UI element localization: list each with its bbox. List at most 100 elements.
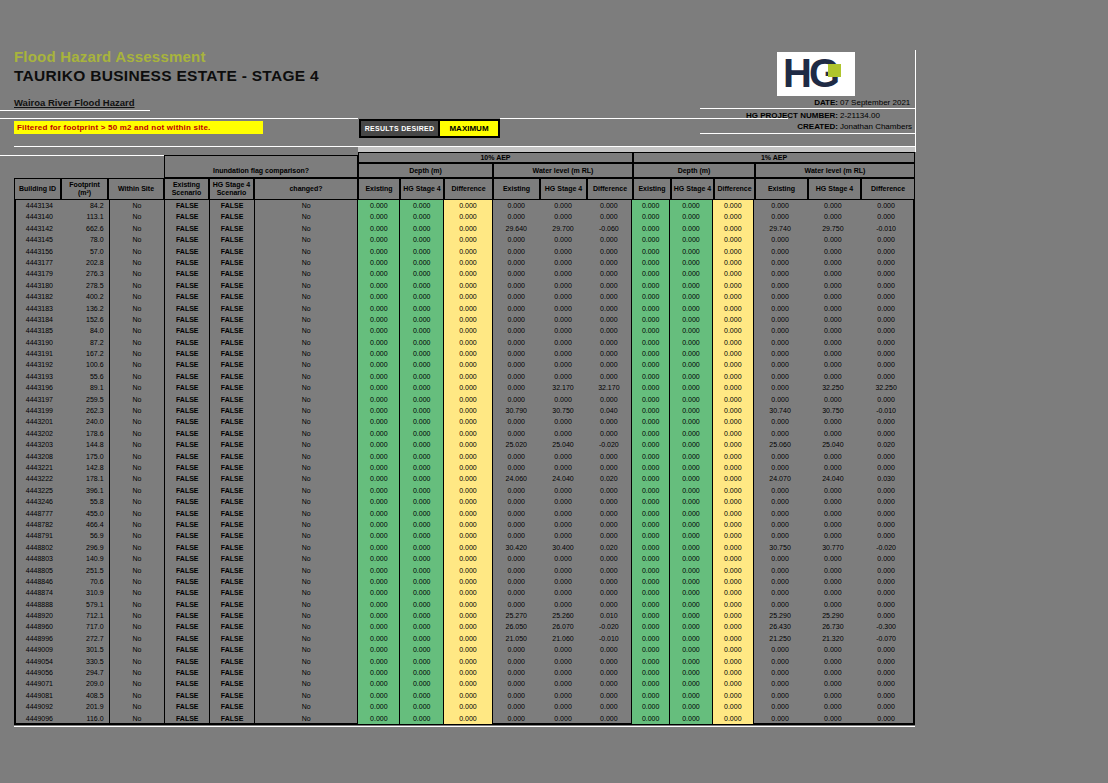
cell[interactable]: 0.000	[806, 553, 859, 564]
cell[interactable]: 0.000	[540, 599, 587, 610]
cell[interactable]: 0.000	[670, 280, 713, 291]
cell[interactable]: 4449081	[16, 690, 63, 701]
cell[interactable]: 4443208	[16, 451, 63, 462]
cell[interactable]: 0.000	[754, 382, 807, 393]
cell[interactable]: 0.000	[493, 211, 540, 222]
cell[interactable]: FALSE	[165, 382, 210, 393]
cell[interactable]: 0.000	[444, 473, 493, 484]
cell[interactable]: 0.000	[806, 416, 859, 427]
cell[interactable]: 0.000	[400, 519, 444, 530]
cell[interactable]: No	[255, 246, 359, 257]
cell[interactable]: 0.000	[493, 325, 540, 336]
cell[interactable]: 0.000	[670, 576, 713, 587]
cell[interactable]: 0.000	[806, 280, 859, 291]
cell[interactable]: FALSE	[165, 553, 210, 564]
cell[interactable]: 0.000	[713, 211, 754, 222]
cell[interactable]: 0.000	[632, 280, 670, 291]
cell[interactable]: 0.000	[670, 553, 713, 564]
cell[interactable]: FALSE	[210, 211, 255, 222]
cell[interactable]: No	[110, 599, 166, 610]
cell[interactable]: 0.000	[444, 211, 493, 222]
cell[interactable]: 30.790	[493, 405, 540, 416]
cell[interactable]: 0.000	[358, 291, 400, 302]
cell[interactable]: 4443142	[16, 223, 63, 234]
cell[interactable]: 0.010	[586, 610, 632, 621]
cell[interactable]: FALSE	[165, 211, 210, 222]
cell[interactable]: 0.000	[632, 473, 670, 484]
cell[interactable]: 0.000	[493, 644, 540, 655]
cell[interactable]: 0.000	[670, 325, 713, 336]
cell[interactable]: 0.000	[400, 371, 444, 382]
cell[interactable]: 0.000	[358, 303, 400, 314]
cell[interactable]: No	[255, 337, 359, 348]
cell[interactable]: 4443192	[16, 359, 63, 370]
cell[interactable]: No	[255, 280, 359, 291]
cell[interactable]: 0.000	[444, 314, 493, 325]
cell[interactable]: 0.000	[670, 690, 713, 701]
cell[interactable]: 0.000	[632, 223, 670, 234]
cell[interactable]: 4443179	[16, 268, 63, 279]
cell[interactable]: 0.000	[859, 565, 913, 576]
cell[interactable]: 152.6	[63, 314, 110, 325]
cell[interactable]: 0.000	[806, 587, 859, 598]
cell[interactable]: 0.000	[444, 348, 493, 359]
cell[interactable]: 0.000	[358, 325, 400, 336]
cell[interactable]: 0.000	[358, 223, 400, 234]
cell[interactable]: 0.000	[540, 348, 587, 359]
cell[interactable]: 0.000	[806, 211, 859, 222]
cell[interactable]: 0.000	[670, 667, 713, 678]
cell[interactable]: 0.000	[713, 542, 754, 553]
cell[interactable]: No	[255, 656, 359, 667]
cell[interactable]: 0.000	[632, 439, 670, 450]
cell[interactable]: FALSE	[210, 713, 255, 724]
cell[interactable]: 0.000	[670, 211, 713, 222]
cell[interactable]: 0.000	[358, 633, 400, 644]
cell[interactable]: 0.000	[586, 519, 632, 530]
cell[interactable]: FALSE	[165, 530, 210, 541]
cell[interactable]: 0.000	[444, 394, 493, 405]
cell[interactable]: 0.000	[670, 451, 713, 462]
cell[interactable]: FALSE	[210, 416, 255, 427]
cell[interactable]: 0.000	[358, 656, 400, 667]
cell[interactable]: 4448874	[16, 587, 63, 598]
cell[interactable]: 0.000	[670, 291, 713, 302]
cell[interactable]: 0.000	[859, 587, 913, 598]
cell[interactable]: 0.000	[358, 610, 400, 621]
cell[interactable]: No	[255, 428, 359, 439]
cell[interactable]: 178.6	[63, 428, 110, 439]
cell[interactable]: FALSE	[210, 610, 255, 621]
cell[interactable]: 21.250	[754, 633, 807, 644]
cell[interactable]: 202.8	[63, 257, 110, 268]
cell[interactable]: 294.7	[63, 667, 110, 678]
cell[interactable]: FALSE	[210, 485, 255, 496]
cell[interactable]: 0.000	[632, 621, 670, 632]
cell[interactable]: 0.000	[859, 337, 913, 348]
cell[interactable]: 0.000	[806, 701, 859, 712]
cell[interactable]: 0.000	[444, 678, 493, 689]
cell[interactable]: 0.000	[400, 713, 444, 724]
cell[interactable]: 0.000	[713, 678, 754, 689]
cell[interactable]: 0.000	[859, 667, 913, 678]
cell[interactable]: 4443246	[16, 496, 63, 507]
cell[interactable]: 0.000	[400, 348, 444, 359]
cell[interactable]: FALSE	[210, 473, 255, 484]
cell[interactable]: 0.000	[754, 291, 807, 302]
cell[interactable]: 0.000	[754, 530, 807, 541]
cell[interactable]: 178.1	[63, 473, 110, 484]
cell[interactable]: 0.000	[713, 530, 754, 541]
cell[interactable]: FALSE	[210, 337, 255, 348]
cell[interactable]: 29.640	[493, 223, 540, 234]
cell[interactable]: 4443184	[16, 314, 63, 325]
cell[interactable]: 0.000	[670, 701, 713, 712]
cell[interactable]: 0.000	[358, 667, 400, 678]
cell[interactable]: 0.000	[806, 394, 859, 405]
cell[interactable]: No	[255, 451, 359, 462]
cell[interactable]: No	[110, 701, 166, 712]
cell[interactable]: 0.000	[493, 314, 540, 325]
cell[interactable]: 0.000	[713, 599, 754, 610]
cell[interactable]: 0.000	[632, 701, 670, 712]
cell[interactable]: 0.000	[754, 644, 807, 655]
cell[interactable]: 4449054	[16, 656, 63, 667]
cell[interactable]: 0.000	[493, 382, 540, 393]
cell[interactable]: No	[110, 462, 166, 473]
